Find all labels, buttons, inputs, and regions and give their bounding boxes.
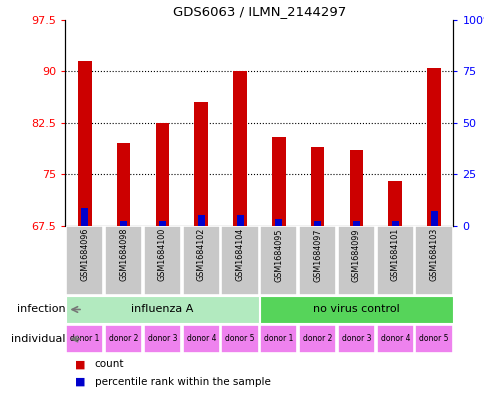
Text: donor 2: donor 2 xyxy=(109,334,138,343)
Bar xyxy=(155,123,169,226)
Bar xyxy=(299,226,335,295)
Bar xyxy=(159,221,166,226)
Text: donor 1: donor 1 xyxy=(264,334,293,343)
Text: donor 3: donor 3 xyxy=(148,334,177,343)
Bar xyxy=(66,226,103,295)
Text: infection: infection xyxy=(17,305,65,314)
Text: GSM1684101: GSM1684101 xyxy=(390,228,399,281)
Bar xyxy=(314,221,320,226)
Bar xyxy=(221,226,258,295)
Bar xyxy=(194,102,208,226)
Bar xyxy=(117,143,130,226)
Text: GSM1684100: GSM1684100 xyxy=(158,228,166,281)
Text: no virus control: no virus control xyxy=(313,305,399,314)
Title: GDS6063 / ILMN_2144297: GDS6063 / ILMN_2144297 xyxy=(172,6,346,18)
Text: GSM1684099: GSM1684099 xyxy=(351,228,360,281)
Bar xyxy=(182,325,219,353)
Bar xyxy=(78,61,91,226)
Text: percentile rank within the sample: percentile rank within the sample xyxy=(94,377,270,387)
Bar xyxy=(233,71,246,226)
Text: count: count xyxy=(94,359,124,369)
Text: donor 4: donor 4 xyxy=(186,334,215,343)
Bar xyxy=(337,226,374,295)
Bar xyxy=(120,221,127,226)
Bar xyxy=(144,226,181,295)
Bar xyxy=(272,136,285,226)
Text: GSM1684102: GSM1684102 xyxy=(197,228,205,281)
Text: GSM1684097: GSM1684097 xyxy=(313,228,321,281)
Bar xyxy=(236,215,243,226)
Bar xyxy=(260,325,297,353)
Bar xyxy=(352,221,359,226)
Bar xyxy=(391,221,398,226)
Text: influenza A: influenza A xyxy=(131,305,193,314)
Text: donor 5: donor 5 xyxy=(225,334,254,343)
Text: ■: ■ xyxy=(75,377,86,387)
Bar xyxy=(299,325,335,353)
Bar xyxy=(144,325,181,353)
Bar xyxy=(105,325,142,353)
Text: GSM1684098: GSM1684098 xyxy=(119,228,128,281)
Text: individual: individual xyxy=(11,334,65,344)
Bar xyxy=(260,226,297,295)
Bar xyxy=(415,325,452,353)
Text: donor 3: donor 3 xyxy=(341,334,370,343)
Bar xyxy=(221,325,258,353)
Bar xyxy=(376,226,413,295)
Text: GSM1684104: GSM1684104 xyxy=(235,228,244,281)
Text: donor 4: donor 4 xyxy=(380,334,409,343)
Bar xyxy=(349,150,363,226)
Bar xyxy=(81,208,88,226)
Bar xyxy=(182,226,219,295)
Bar xyxy=(376,325,413,353)
Text: donor 2: donor 2 xyxy=(302,334,332,343)
Bar xyxy=(430,211,437,226)
Bar xyxy=(337,325,374,353)
Bar xyxy=(388,181,401,226)
Bar xyxy=(260,296,452,323)
Bar xyxy=(310,147,324,226)
Bar xyxy=(105,226,142,295)
Text: GSM1684096: GSM1684096 xyxy=(80,228,89,281)
Bar xyxy=(197,215,204,226)
Bar xyxy=(66,325,103,353)
Text: GSM1684103: GSM1684103 xyxy=(429,228,438,281)
Bar xyxy=(66,296,258,323)
Text: donor 1: donor 1 xyxy=(70,334,99,343)
Bar xyxy=(426,68,440,226)
Bar xyxy=(415,226,452,295)
Text: GSM1684095: GSM1684095 xyxy=(274,228,283,281)
Bar xyxy=(275,219,282,226)
Text: ■: ■ xyxy=(75,359,86,369)
Text: donor 5: donor 5 xyxy=(419,334,448,343)
